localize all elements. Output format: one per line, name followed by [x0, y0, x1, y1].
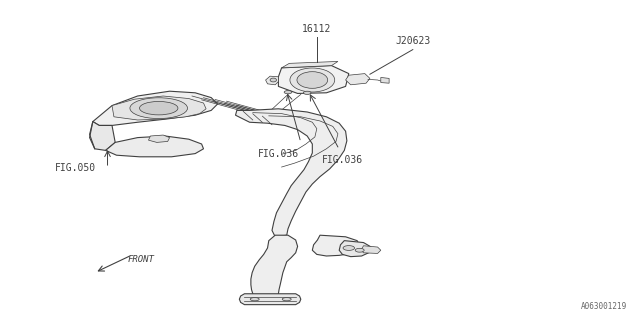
- Ellipse shape: [284, 91, 292, 94]
- Text: FIG.036: FIG.036: [258, 149, 299, 159]
- Polygon shape: [239, 294, 301, 305]
- Polygon shape: [106, 136, 204, 157]
- Polygon shape: [282, 61, 338, 68]
- Polygon shape: [112, 96, 206, 120]
- Text: FIG.050: FIG.050: [55, 163, 96, 173]
- Text: FIG.036: FIG.036: [322, 155, 363, 165]
- Ellipse shape: [270, 78, 276, 82]
- Polygon shape: [278, 66, 349, 93]
- Polygon shape: [346, 74, 370, 85]
- Ellipse shape: [290, 68, 335, 92]
- Polygon shape: [93, 91, 218, 125]
- Ellipse shape: [355, 248, 364, 252]
- Ellipse shape: [130, 98, 188, 118]
- Polygon shape: [361, 246, 381, 253]
- Polygon shape: [236, 109, 347, 237]
- Polygon shape: [381, 77, 389, 83]
- Polygon shape: [148, 135, 170, 142]
- Text: A063001219: A063001219: [581, 302, 627, 311]
- Ellipse shape: [303, 91, 311, 94]
- Ellipse shape: [343, 246, 355, 250]
- Polygon shape: [251, 235, 298, 301]
- Polygon shape: [266, 76, 278, 85]
- Ellipse shape: [297, 72, 328, 88]
- Text: 16112: 16112: [302, 24, 332, 34]
- Ellipse shape: [140, 101, 178, 115]
- Text: J20623: J20623: [395, 36, 431, 46]
- Ellipse shape: [250, 298, 259, 301]
- Ellipse shape: [282, 298, 291, 301]
- Polygon shape: [339, 241, 371, 257]
- Text: FRONT: FRONT: [128, 255, 155, 264]
- Polygon shape: [312, 235, 360, 256]
- Polygon shape: [90, 122, 115, 150]
